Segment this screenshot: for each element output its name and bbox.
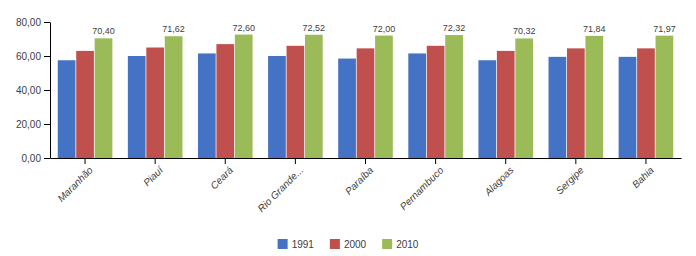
bar (268, 56, 286, 158)
data-label: 70,40 (92, 26, 115, 36)
x-tick-mark (225, 158, 226, 164)
data-label: 72,60 (232, 23, 255, 33)
y-tick-label: 20,00 (16, 119, 41, 130)
y-tick-mark (44, 124, 50, 125)
legend-swatch (330, 239, 340, 249)
data-label: 72,52 (303, 23, 326, 33)
x-tick-mark (365, 158, 366, 164)
bar (619, 57, 637, 158)
bar (146, 48, 164, 159)
x-tick-label: Maranhão (55, 164, 95, 204)
bar (165, 36, 183, 158)
bar (128, 56, 146, 158)
y-tick-mark (44, 56, 50, 57)
legend-item: 2010 (382, 239, 419, 250)
x-tick: Sergipe (554, 158, 586, 197)
x-tick-label: Pernambuco (398, 164, 446, 212)
x-tick: Paraíba (343, 158, 376, 197)
y-axis-line (50, 23, 51, 159)
bar (549, 57, 567, 158)
legend-label: 1991 (292, 239, 315, 250)
data-labels: 70,40 71,62 72,60 72,52 72,00 72,32 70,32 71,84… (92, 23, 675, 37)
x-tick-mark (645, 158, 646, 164)
chart: 0,00 20,00 40,00 60,00 80,00 Maranhão Piauí Cea… (0, 0, 696, 256)
bar (375, 36, 393, 158)
x-tick: Rio Grande... (255, 158, 305, 214)
y-tick: 20,00 (16, 119, 50, 130)
legend-item: 2000 (330, 239, 367, 250)
data-label: 72,32 (443, 23, 466, 33)
bar (478, 60, 496, 158)
data-label: 71,97 (653, 24, 676, 34)
bar (287, 46, 305, 158)
x-tick: Piauí (141, 158, 166, 188)
x-tick-mark (85, 158, 86, 164)
bar (338, 59, 356, 158)
y-tick-label: 60,00 (16, 51, 41, 62)
x-axis: Maranhão Piauí Ceará Rio Grande... Paraíba Pe… (51, 158, 682, 214)
x-tick-label: Piauí (141, 164, 166, 189)
x-tick: Alagoas (482, 158, 516, 198)
data-label: 70,32 (513, 26, 536, 36)
x-tick: Maranhão (55, 158, 95, 204)
bar (656, 36, 674, 158)
bar (76, 51, 94, 158)
bar (95, 38, 113, 158)
bar (408, 53, 426, 158)
bar (515, 38, 533, 158)
x-tick: Bahia (630, 158, 656, 190)
x-tick-mark (575, 158, 576, 164)
bar (357, 48, 375, 158)
x-tick-mark (505, 158, 506, 164)
x-tick-label: Rio Grande... (255, 164, 305, 214)
bar-series (76, 44, 655, 158)
y-tick-mark (44, 22, 50, 23)
bar (427, 46, 445, 158)
y-tick: 80,00 (16, 17, 50, 28)
bar (58, 60, 76, 158)
y-tick: 60,00 (16, 51, 50, 62)
y-tick-label: 80,00 (16, 17, 41, 28)
x-tick-mark (295, 158, 296, 164)
x-tick: Ceará (208, 158, 235, 191)
bar (445, 35, 463, 158)
y-tick-label: 0,00 (22, 153, 42, 164)
x-tick: Pernambuco (398, 158, 446, 212)
data-label: 71,62 (162, 24, 185, 34)
legend-swatch (278, 239, 288, 249)
legend-swatch (382, 239, 392, 249)
bar (567, 48, 585, 158)
y-tick-mark (44, 158, 50, 159)
data-label: 71,84 (583, 24, 606, 34)
x-tick-label: Ceará (208, 164, 235, 191)
legend-label: 2010 (396, 239, 419, 250)
legend-label: 2000 (344, 239, 367, 250)
y-tick-label: 40,00 (16, 85, 41, 96)
x-tick-label: Bahia (630, 164, 656, 190)
bars (58, 35, 674, 158)
y-axis: 0,00 20,00 40,00 60,00 80,00 (16, 17, 51, 164)
bar-series (95, 35, 674, 158)
y-tick-mark (44, 90, 50, 91)
bar (637, 48, 655, 158)
x-tick-mark (155, 158, 156, 164)
bar-series (58, 53, 637, 158)
bar (198, 53, 216, 158)
x-tick-mark (435, 158, 436, 164)
legend-item: 1991 (278, 239, 315, 250)
legend: 1991 2000 2010 (278, 239, 419, 250)
bar (235, 35, 253, 158)
y-tick: 40,00 (16, 85, 50, 96)
data-label: 72,00 (373, 24, 396, 34)
bar (497, 51, 515, 158)
bar (585, 36, 603, 158)
bar (216, 44, 234, 158)
y-tick: 0,00 (22, 153, 50, 164)
x-tick-label: Alagoas (482, 164, 516, 198)
x-tick-label: Sergipe (554, 164, 586, 196)
x-tick-label: Paraíba (343, 164, 376, 197)
bar (305, 35, 323, 158)
